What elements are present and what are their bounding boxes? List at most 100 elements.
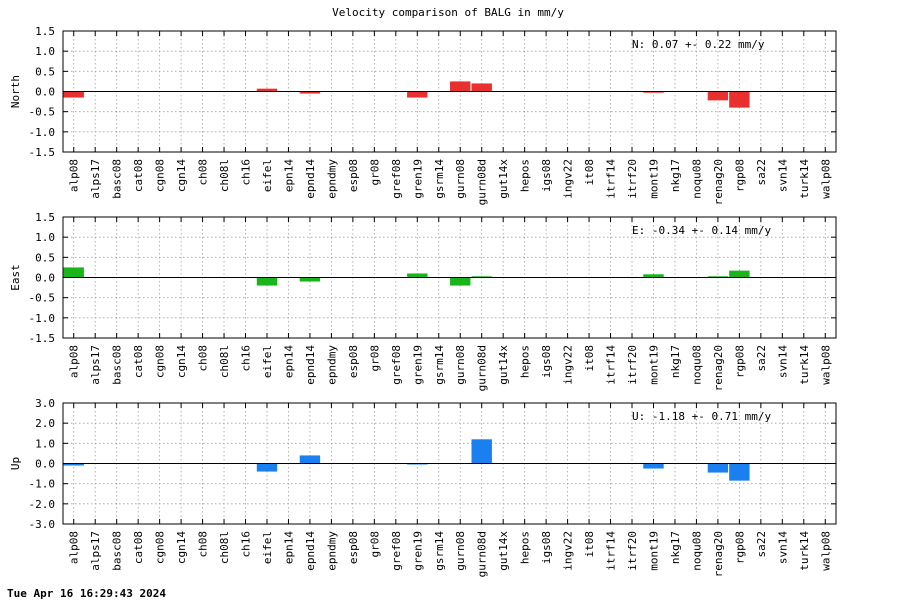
x-tick-label-cgn14: cgn14: [175, 345, 188, 378]
x-tick-label-sa22: sa22: [755, 159, 768, 186]
x-tick-label-turk14: turk14: [798, 345, 811, 385]
x-tick-label-cat08: cat08: [132, 159, 145, 192]
x-tick-label-cgn14: cgn14: [175, 531, 188, 564]
y-tick-label: 1.0: [35, 437, 55, 450]
timestamp-footer: Tue Apr 16 16:29:43 2024: [7, 587, 166, 600]
bar-gren19: [407, 273, 428, 278]
x-tick-label-itrf14: itrf14: [605, 159, 618, 199]
x-tick-label-hepos: hepos: [519, 345, 532, 378]
x-tick-label-gren19: gren19: [411, 531, 424, 571]
y-tick-label: 2.0: [35, 417, 55, 430]
x-tick-label-ingv22: ingv22: [562, 159, 575, 199]
x-tick-label-cat08: cat08: [132, 531, 145, 564]
x-tick-label-sa22: sa22: [755, 531, 768, 558]
x-tick-label-alps17: alps17: [89, 159, 102, 199]
x-tick-label-noqu08: noqu08: [690, 345, 703, 385]
panel-up: -3.0 -2.0 -1.0 0.0 1.0 2.0 3.0 alp08 alps17 basc0…: [9, 397, 837, 577]
bar-gurn08: [450, 277, 471, 286]
x-tick-label-itrf14: itrf14: [605, 531, 618, 571]
x-tick-label-gurn08d: gurn08d: [476, 531, 489, 577]
x-tick-label-gren19: gren19: [411, 159, 424, 199]
y-axis-label: Up: [9, 457, 22, 470]
x-tick-label-ch08: ch08: [197, 159, 210, 186]
x-tick-label-itrf14: itrf14: [605, 345, 618, 385]
x-tick-label-it08: it08: [583, 345, 596, 372]
x-tick-label-epnd14: epnd14: [304, 531, 317, 571]
x-tick-label-gurn08d: gurn08d: [476, 345, 489, 391]
y-tick-label: 0.5: [35, 251, 55, 264]
x-tick-label-epndmy: epndmy: [325, 531, 338, 571]
x-tick-label-esp08: esp08: [347, 159, 360, 192]
x-tick-label-renag20: renag20: [712, 531, 725, 577]
x-tick-label-cgn08: cgn08: [154, 531, 167, 564]
x-tick-label-gsrm14: gsrm14: [433, 531, 446, 571]
y-axis-label: North: [9, 75, 22, 108]
x-tick-label-gren19: gren19: [411, 345, 424, 385]
x-tick-label-epndmy: epndmy: [325, 159, 338, 199]
bar-gurn08: [450, 81, 471, 92]
bar-gurn08d: [471, 83, 492, 92]
y-tick-label: -0.5: [29, 106, 56, 119]
x-tick-label-gref08: gref08: [390, 159, 403, 199]
x-tick-label-ingv22: ingv22: [562, 531, 575, 571]
y-tick-label: 1.0: [35, 45, 55, 58]
y-tick-label: 0.0: [35, 86, 55, 99]
x-tick-label-renag20: renag20: [712, 345, 725, 391]
x-tick-label-noqu08: noqu08: [690, 531, 703, 571]
x-tick-label-cgn08: cgn08: [154, 345, 167, 378]
x-tick-label-cgn14: cgn14: [175, 159, 188, 192]
bar-gren19: [407, 463, 428, 465]
x-tick-label-ch08: ch08: [197, 531, 210, 558]
bar-eifel: [256, 88, 278, 92]
bar-gurn08d: [471, 439, 492, 464]
x-tick-label-turk14: turk14: [798, 159, 811, 199]
x-tick-label-gut14x: gut14x: [497, 345, 510, 385]
x-tick-label-gr08: gr08: [368, 159, 381, 186]
x-tick-label-gref08: gref08: [390, 531, 403, 571]
x-tick-label-walp08: walp08: [819, 345, 832, 385]
x-tick-label-mont19: mont19: [647, 159, 660, 199]
x-tick-label-epn14: epn14: [282, 159, 295, 192]
x-tick-label-epnd14: epnd14: [304, 345, 317, 385]
chart-title: Velocity comparison of BALG in mm/y: [332, 6, 564, 19]
x-tick-label-gr08: gr08: [368, 345, 381, 372]
x-tick-label-gref08: gref08: [390, 345, 403, 385]
x-tick-label-gr08: gr08: [368, 531, 381, 558]
x-tick-label-alps17: alps17: [89, 531, 102, 571]
bar-mont19: [643, 91, 664, 93]
bar-eifel: [256, 463, 278, 472]
x-tick-label-basc08: basc08: [111, 345, 124, 385]
x-tick-label-epn14: epn14: [282, 531, 295, 564]
y-tick-label: -1.5: [29, 332, 56, 345]
x-tick-label-alp08: alp08: [68, 531, 81, 564]
x-tick-label-itrf20: itrf20: [626, 159, 639, 199]
y-tick-label: -3.0: [29, 518, 56, 531]
x-tick-label-svn14: svn14: [776, 159, 789, 192]
x-tick-label-ch08l: ch08l: [218, 345, 231, 378]
bar-mont19: [643, 463, 664, 469]
bar-rgp08: [729, 463, 750, 481]
bar-renag20: [707, 276, 729, 278]
velocity-annotation: E: -0.34 +- 0.14 mm/y: [632, 224, 771, 237]
bar-eifel: [256, 277, 278, 286]
y-tick-label: -0.5: [29, 292, 56, 305]
bar-renag20: [707, 91, 729, 101]
x-tick-label-mont19: mont19: [647, 345, 660, 385]
x-tick-label-basc08: basc08: [111, 531, 124, 571]
x-tick-label-nkg17: nkg17: [669, 159, 682, 192]
x-tick-label-alp08: alp08: [68, 159, 81, 192]
bar-alp08: [63, 91, 84, 98]
x-tick-label-turk14: turk14: [798, 531, 811, 571]
x-tick-label-gurn08: gurn08: [454, 345, 467, 385]
velocity-annotation: U: -1.18 +- 0.71 mm/y: [632, 410, 771, 423]
bar-epnd14: [299, 91, 321, 94]
x-tick-label-igs08: igs08: [540, 531, 553, 564]
x-tick-label-gsrm14: gsrm14: [433, 159, 446, 199]
y-tick-label: 1.5: [35, 25, 55, 38]
x-tick-label-mont19: mont19: [647, 531, 660, 571]
x-tick-label-hepos: hepos: [519, 531, 532, 564]
x-tick-label-svn14: svn14: [776, 345, 789, 378]
x-tick-label-basc08: basc08: [111, 159, 124, 199]
y-axis-label: East: [9, 264, 22, 291]
